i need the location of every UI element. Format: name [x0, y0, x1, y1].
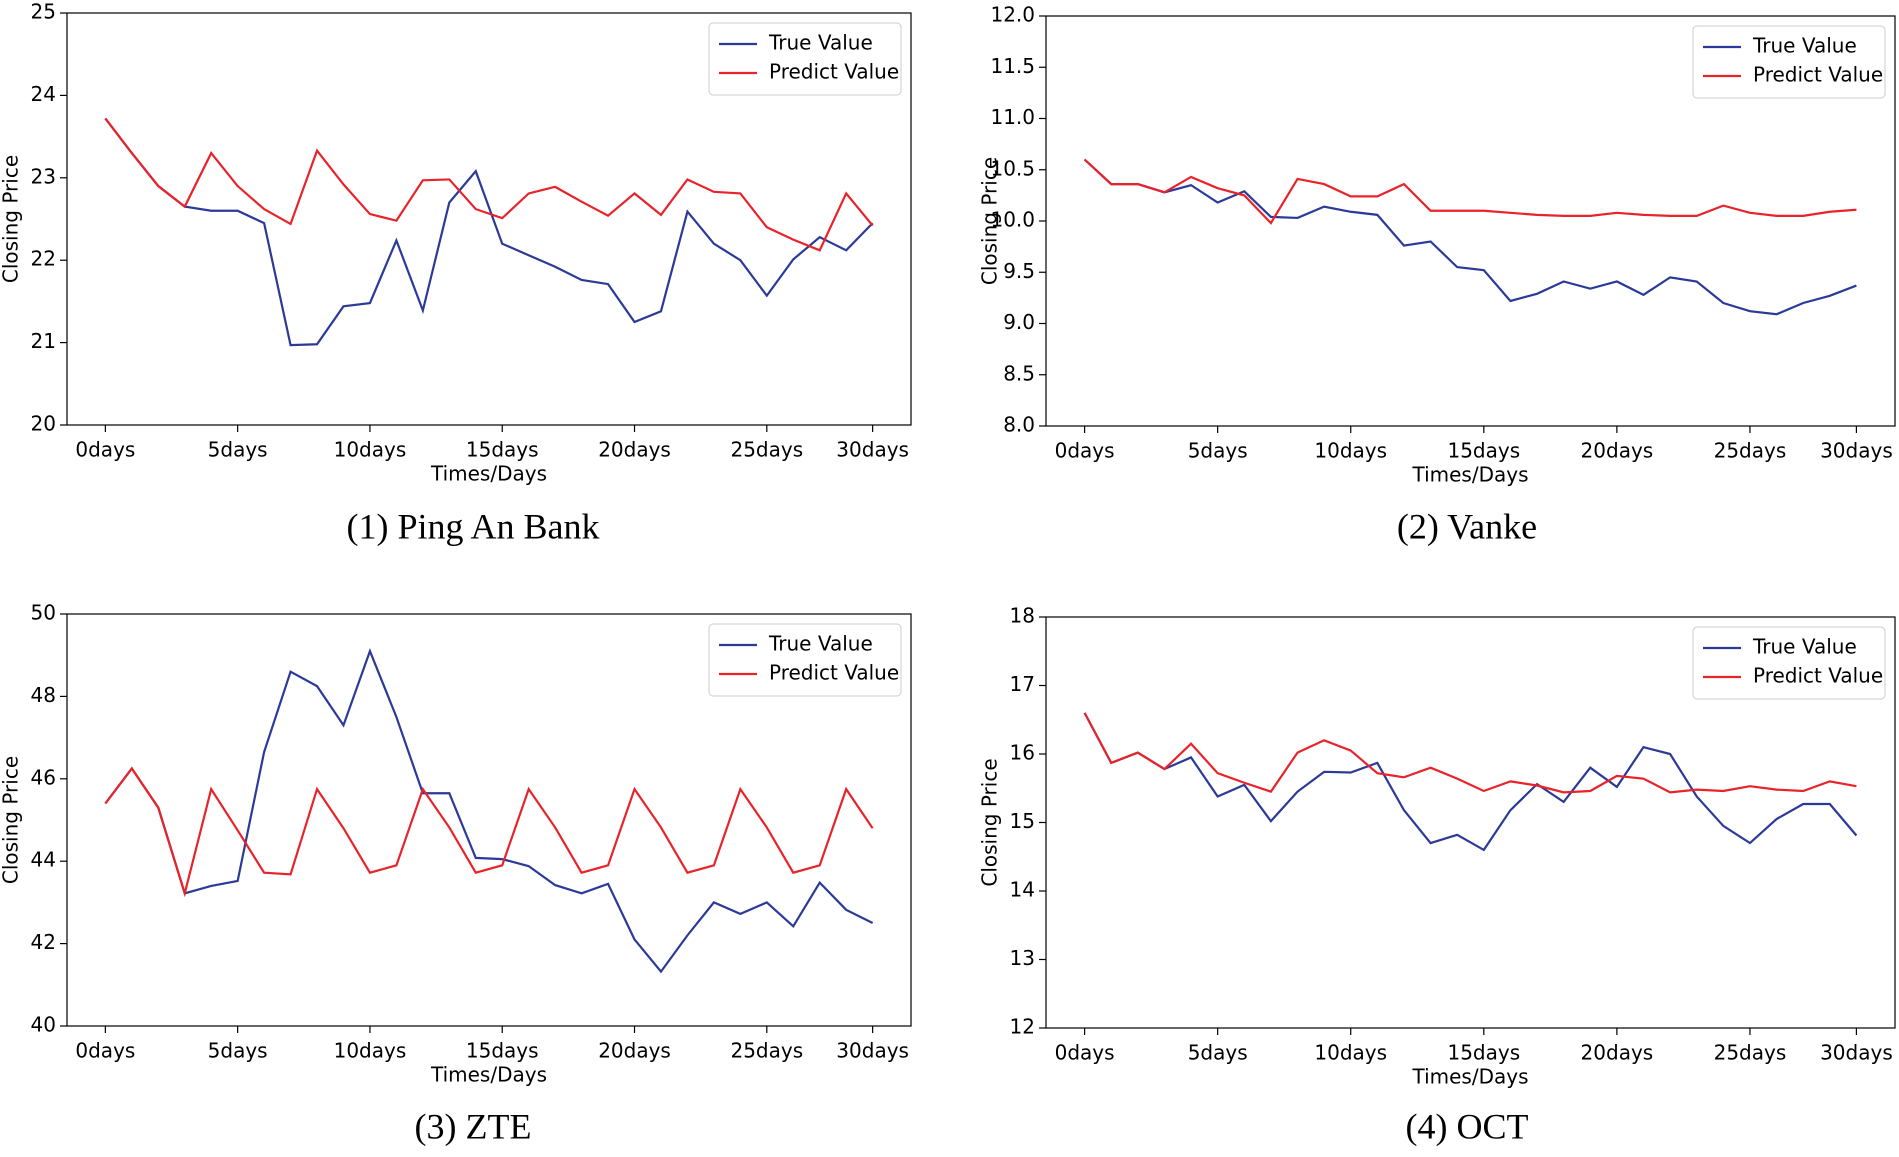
y-tick-label: 17: [1010, 672, 1035, 696]
caption: (3) ZTE: [415, 1106, 532, 1146]
y-tick-label: 8.0: [1003, 413, 1035, 437]
x-tick-label: 20days: [598, 438, 671, 462]
x-tick-label: 0days: [1055, 439, 1115, 463]
axes-frame: [1045, 616, 1896, 1029]
panel: 20 21 22 23 24 25 0days 5days 10days 15days 20days…: [0, 0, 912, 546]
y-tick-label: 11.0: [990, 105, 1035, 129]
y-tick-label: 13: [1010, 946, 1035, 970]
legend-label: Predict Value: [769, 661, 899, 685]
y-tick-label: 10.5: [990, 156, 1035, 180]
axes-frame: [66, 12, 912, 426]
x-axis-label: Times/Days: [430, 1063, 547, 1087]
x-tick-label: 5days: [1188, 439, 1248, 463]
y-tick-label: 21: [31, 329, 56, 353]
caption: (1) Ping An Bank: [346, 506, 599, 546]
y-tick-label: 16: [1010, 741, 1035, 765]
x-axis-label: Times/Days: [430, 462, 547, 486]
x-tick-label: 20days: [598, 1039, 671, 1063]
y-tick-label: 46: [31, 765, 56, 789]
caption: (2) Vanke: [1397, 506, 1537, 546]
x-tick-label: 10days: [1314, 439, 1387, 463]
series-line: [104, 766, 874, 898]
y-axis-label: Closing Price: [0, 155, 23, 283]
legend-label: Predict Value: [1753, 664, 1883, 688]
x-tick-label: 25days: [1714, 439, 1787, 463]
x-tick-label: 25days: [1714, 1041, 1787, 1065]
legend-box: [708, 623, 902, 697]
caption: (4) OCT: [1406, 1106, 1529, 1146]
x-tick-label: 15days: [1447, 439, 1520, 463]
y-tick-label: 23: [31, 164, 56, 188]
y-tick-label: 12.0: [990, 3, 1035, 27]
legend-label: Predict Value: [769, 60, 899, 84]
x-tick-label: 25days: [730, 1039, 803, 1063]
x-tick-label: 0days: [1055, 1041, 1115, 1065]
series-line: [104, 117, 874, 252]
x-tick-label: 30days: [1820, 439, 1893, 463]
legend-box: [1692, 25, 1886, 99]
x-tick-label: 30days: [836, 438, 909, 462]
y-tick-label: 10.0: [990, 208, 1035, 232]
x-tick-label: 10days: [334, 1039, 407, 1063]
legend-label: True Value: [768, 632, 873, 656]
x-tick-label: 0days: [75, 438, 135, 462]
y-tick-label: 22: [31, 247, 56, 271]
y-tick-label: 42: [31, 930, 56, 954]
series-line: [1083, 158, 1857, 225]
x-tick-label: 20days: [1581, 439, 1654, 463]
x-axis-label: Times/Days: [1411, 463, 1528, 487]
legend-label: True Value: [768, 31, 873, 55]
x-tick-label: 30days: [836, 1039, 909, 1063]
axes-frame: [1045, 15, 1896, 427]
y-tick-label: 9.0: [1003, 310, 1035, 334]
x-tick-label: 5days: [1188, 1041, 1248, 1065]
x-tick-label: 15days: [466, 438, 539, 462]
y-axis-label: Closing Price: [978, 157, 1002, 285]
x-tick-label: 10days: [1314, 1041, 1387, 1065]
y-tick-label: 48: [31, 683, 56, 707]
axes-frame: [66, 613, 912, 1027]
x-tick-label: 0days: [75, 1039, 135, 1063]
y-tick-label: 11.5: [990, 54, 1035, 78]
y-tick-label: 12: [1010, 1015, 1035, 1039]
legend-label: True Value: [1752, 635, 1857, 659]
x-axis-label: Times/Days: [1411, 1065, 1528, 1089]
x-tick-label: 15days: [466, 1039, 539, 1063]
x-tick-label: 5days: [208, 1039, 268, 1063]
series-line: [1083, 158, 1857, 316]
panel: 40 42 44 46 48 50 0days 5days 10days 15days 20days…: [0, 601, 912, 1146]
y-tick-label: 20: [31, 412, 56, 436]
series-line: [1083, 712, 1857, 794]
y-tick-label: 9.5: [1003, 259, 1035, 283]
y-tick-label: 40: [31, 1013, 56, 1037]
x-tick-label: 10days: [334, 438, 407, 462]
y-tick-label: 14: [1010, 878, 1035, 902]
y-tick-label: 50: [31, 601, 56, 625]
legend-label: Predict Value: [1753, 63, 1883, 87]
y-tick-label: 8.5: [1003, 361, 1035, 385]
y-tick-label: 44: [31, 848, 56, 872]
legend-box: [1692, 626, 1886, 700]
y-tick-label: 24: [31, 82, 56, 106]
series-line: [104, 117, 874, 347]
series-line: [104, 647, 874, 974]
x-tick-label: 30days: [1820, 1041, 1893, 1065]
x-tick-label: 15days: [1447, 1041, 1520, 1065]
panel: 12 13 14 15 16 17 18 0days 5days 10days 15days 20da…: [978, 604, 1896, 1146]
y-tick-label: 15: [1010, 809, 1035, 833]
panel: 8.0 8.5 9.0 9.5 10.0 10.5 11.0 11.5 12.0 0days 5da…: [978, 3, 1896, 546]
x-tick-label: 5days: [208, 438, 268, 462]
legend-box: [708, 22, 902, 96]
x-tick-label: 25days: [730, 438, 803, 462]
y-axis-label: Closing Price: [0, 756, 23, 884]
y-axis-label: Closing Price: [978, 758, 1002, 886]
y-tick-label: 25: [31, 0, 56, 24]
y-tick-label: 18: [1010, 604, 1035, 628]
series-line: [1083, 712, 1858, 852]
legend-label: True Value: [1752, 34, 1857, 58]
x-tick-label: 20days: [1581, 1041, 1654, 1065]
